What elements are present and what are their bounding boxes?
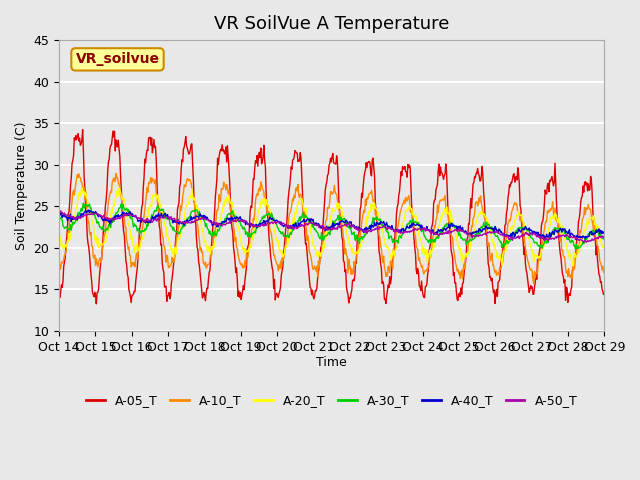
A-50_T (57, 208, 65, 214)
A-30_T (177, 226, 185, 232)
A-20_T (122, 209, 130, 215)
A-05_T (79, 127, 86, 132)
A-10_T (65, 230, 73, 236)
A-30_T (55, 215, 63, 221)
Line: A-40_T: A-40_T (59, 210, 604, 240)
A-05_T (92, 301, 100, 307)
A-10_T (600, 270, 608, 276)
Line: A-05_T: A-05_T (59, 130, 604, 304)
A-50_T (55, 210, 63, 216)
Y-axis label: Soil Temperature (C): Soil Temperature (C) (15, 121, 28, 250)
A-50_T (122, 212, 130, 217)
A-30_T (79, 200, 87, 206)
A-20_T (55, 231, 63, 237)
A-50_T (206, 219, 214, 225)
A-05_T (399, 166, 407, 172)
A-20_T (206, 251, 214, 257)
A-20_T (65, 230, 73, 236)
A-05_T (55, 293, 63, 299)
A-50_T (66, 213, 74, 219)
Line: A-50_T: A-50_T (59, 211, 604, 242)
A-40_T (600, 231, 608, 237)
A-50_T (582, 240, 590, 245)
Line: A-30_T: A-30_T (59, 203, 604, 249)
A-50_T (415, 226, 422, 232)
A-10_T (415, 257, 422, 263)
A-05_T (65, 209, 73, 215)
A-30_T (206, 228, 214, 234)
A-10_T (112, 171, 120, 177)
X-axis label: Time: Time (316, 356, 347, 369)
A-10_T (55, 258, 63, 264)
A-20_T (78, 185, 86, 191)
A-10_T (530, 281, 538, 287)
A-05_T (415, 283, 423, 289)
A-20_T (177, 224, 185, 230)
A-40_T (122, 213, 130, 218)
A-30_T (399, 231, 406, 237)
A-10_T (206, 256, 214, 262)
A-40_T (415, 223, 422, 228)
A-20_T (415, 232, 422, 238)
A-30_T (415, 219, 422, 225)
A-05_T (123, 262, 131, 268)
A-40_T (399, 227, 406, 233)
Text: VR_soilvue: VR_soilvue (76, 52, 159, 66)
A-50_T (600, 235, 608, 240)
A-40_T (177, 220, 185, 226)
Line: A-10_T: A-10_T (59, 174, 604, 284)
A-50_T (177, 219, 185, 225)
A-50_T (399, 230, 406, 236)
Line: A-20_T: A-20_T (59, 188, 604, 266)
A-10_T (177, 208, 185, 214)
A-10_T (122, 225, 130, 230)
A-40_T (206, 219, 214, 225)
A-40_T (55, 212, 63, 218)
Legend: A-05_T, A-10_T, A-20_T, A-30_T, A-40_T, A-50_T: A-05_T, A-10_T, A-20_T, A-30_T, A-40_T, … (81, 389, 582, 412)
A-30_T (572, 246, 579, 252)
A-30_T (600, 237, 608, 243)
A-05_T (207, 252, 214, 258)
A-20_T (570, 263, 577, 269)
A-10_T (399, 201, 406, 207)
A-05_T (600, 291, 608, 297)
A-40_T (85, 207, 93, 213)
A-40_T (541, 237, 549, 242)
Title: VR SoilVue A Temperature: VR SoilVue A Temperature (214, 15, 449, 33)
A-30_T (65, 226, 73, 231)
A-20_T (399, 222, 406, 228)
A-20_T (600, 247, 608, 253)
A-05_T (178, 157, 186, 163)
A-40_T (65, 216, 73, 221)
A-30_T (122, 206, 130, 212)
